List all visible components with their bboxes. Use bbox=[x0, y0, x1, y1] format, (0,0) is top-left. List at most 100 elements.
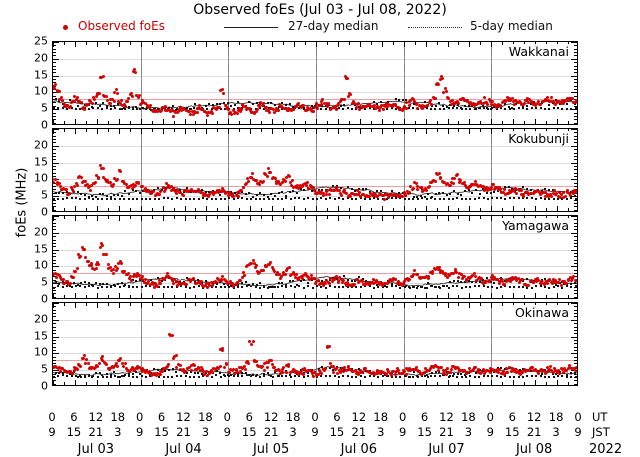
observed-foes-point bbox=[252, 112, 256, 116]
median-5day-point bbox=[245, 285, 248, 288]
observed-foes-point bbox=[167, 107, 171, 111]
x-axis-row-label-jst: JST bbox=[592, 425, 610, 439]
observed-foes-point bbox=[89, 100, 93, 104]
median-5day-point bbox=[96, 376, 99, 379]
x-tick-bottom bbox=[140, 119, 142, 124]
x-tick-bottom bbox=[337, 380, 339, 385]
x-tick-label-ut: 0 bbox=[311, 410, 319, 424]
x-tick-bottom bbox=[414, 121, 416, 124]
observed-foes-point bbox=[294, 276, 298, 280]
y-tick bbox=[53, 222, 56, 224]
median-marker-point bbox=[449, 374, 452, 377]
observed-foes-point bbox=[468, 185, 472, 189]
observed-foes-point bbox=[238, 369, 242, 373]
observed-foes-point bbox=[174, 279, 178, 283]
median-5day-point bbox=[237, 374, 240, 377]
observed-foes-point bbox=[504, 99, 508, 103]
median-5day-point bbox=[118, 286, 121, 289]
x-tick-bottom bbox=[74, 380, 76, 385]
observed-foes-point bbox=[152, 190, 156, 194]
observed-foes-point bbox=[128, 93, 132, 97]
median-marker-point bbox=[84, 375, 87, 378]
observed-foes-point bbox=[221, 347, 225, 351]
observed-foes-point bbox=[210, 283, 214, 287]
y-tick bbox=[53, 236, 56, 238]
median-5day-point bbox=[61, 106, 64, 109]
median-marker-point bbox=[160, 280, 163, 283]
observed-foes-point bbox=[533, 278, 537, 282]
median-marker-point bbox=[529, 103, 532, 106]
observed-foes-point bbox=[182, 107, 186, 111]
observed-foes-point bbox=[156, 191, 160, 195]
median-5day-point bbox=[136, 286, 139, 289]
median-5day-point bbox=[320, 107, 323, 110]
y-tick bbox=[53, 326, 56, 328]
observed-foes-point bbox=[503, 188, 507, 192]
observed-foes-point bbox=[412, 269, 416, 273]
observed-foes-point bbox=[78, 99, 82, 103]
observed-foes-point bbox=[195, 368, 199, 372]
x-tick-label-ut: 12 bbox=[439, 410, 454, 424]
y-tick-right bbox=[574, 209, 577, 211]
observed-foes-point bbox=[84, 361, 88, 365]
x-tick-bottom bbox=[359, 380, 361, 385]
observed-foes-point bbox=[214, 280, 218, 284]
observed-foes-point bbox=[336, 103, 340, 107]
observed-foes-point bbox=[163, 367, 167, 371]
x-tick-bottom bbox=[436, 121, 438, 124]
x-tick-bottom bbox=[261, 295, 263, 298]
reference-line-8mhz bbox=[53, 273, 577, 275]
y-tick-right bbox=[574, 112, 577, 114]
median-marker-point bbox=[120, 282, 123, 285]
observed-foes-point bbox=[453, 267, 457, 271]
observed-foes-point bbox=[420, 188, 424, 192]
x-tick-top bbox=[195, 42, 197, 45]
median-marker-point bbox=[233, 191, 236, 194]
x-tick-top bbox=[118, 129, 120, 134]
observed-foes-point bbox=[481, 368, 485, 372]
observed-foes-point bbox=[53, 364, 57, 368]
y-tick bbox=[53, 62, 56, 64]
observed-foes-point bbox=[156, 108, 160, 112]
median-marker-point bbox=[376, 283, 379, 286]
observed-foes-point bbox=[462, 274, 466, 278]
median-marker-point bbox=[189, 107, 192, 110]
y-tick bbox=[53, 296, 56, 298]
median-marker-point bbox=[160, 368, 163, 371]
observed-foes-point bbox=[150, 192, 154, 196]
median-5day-point bbox=[158, 376, 161, 379]
observed-foes-point bbox=[106, 266, 110, 270]
y-tick bbox=[53, 52, 56, 54]
x-tick-bottom bbox=[250, 119, 252, 124]
median-5day-point bbox=[298, 374, 301, 377]
median-marker-point bbox=[463, 374, 466, 377]
observed-foes-point bbox=[512, 369, 516, 373]
observed-foes-point bbox=[281, 272, 285, 276]
median-5day-point bbox=[359, 197, 362, 200]
observed-foes-point bbox=[188, 365, 192, 369]
observed-foes-point bbox=[268, 110, 272, 114]
observed-foes-point bbox=[143, 189, 147, 193]
observed-foes-point bbox=[575, 188, 577, 192]
observed-foes-point bbox=[60, 366, 64, 370]
median-5day-point bbox=[465, 375, 468, 378]
observed-foes-point bbox=[179, 190, 183, 194]
median-5day-point bbox=[346, 286, 349, 289]
median-5day-point bbox=[364, 197, 367, 200]
median-marker-point bbox=[504, 102, 507, 105]
median-marker-point bbox=[547, 103, 550, 106]
observed-foes-point bbox=[549, 96, 553, 100]
observed-foes-point bbox=[199, 368, 203, 372]
median-5day-point bbox=[425, 374, 428, 377]
median-5day-point bbox=[412, 197, 415, 200]
x-tick-label-jst: 9 bbox=[48, 425, 56, 439]
observed-foes-point bbox=[527, 100, 531, 104]
observed-foes-point bbox=[443, 369, 447, 373]
y-tick bbox=[53, 155, 56, 157]
observed-foes-point bbox=[57, 90, 61, 94]
observed-foes-point bbox=[156, 371, 160, 375]
median-marker-point bbox=[284, 283, 287, 286]
median-5day-point bbox=[180, 285, 183, 288]
median-5day-point bbox=[491, 286, 494, 289]
x-tick-bottom bbox=[359, 119, 361, 124]
